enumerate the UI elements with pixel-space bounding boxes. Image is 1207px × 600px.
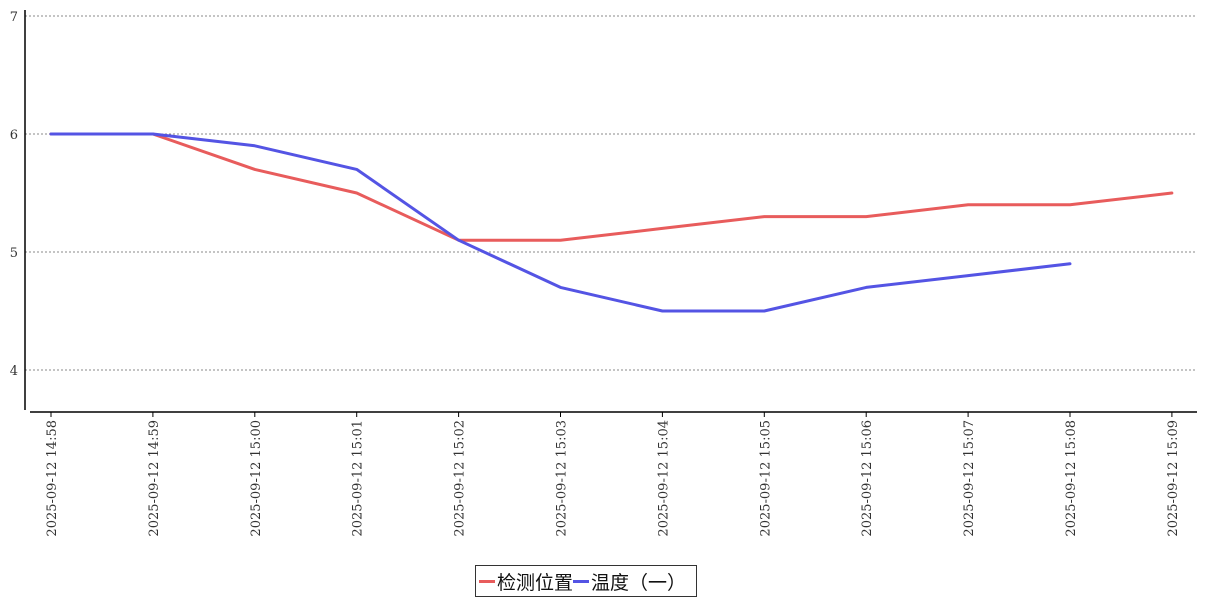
x-tick-labels: 2025-09-12 14:58 2025-09-12 14:59 2025-09-… bbox=[45, 412, 1181, 537]
legend-label-series-2: 温度（一） bbox=[591, 571, 687, 594]
x-tick-label: 2025-09-12 15:08 bbox=[1064, 420, 1079, 537]
x-tick-label: 2025-09-12 15:06 bbox=[860, 420, 875, 537]
legend-swatch-series-2 bbox=[573, 579, 590, 583]
gridlines bbox=[25, 15, 1197, 371]
series-lines bbox=[49, 132, 1174, 313]
x-tick-label: 2025-09-12 14:58 bbox=[45, 420, 60, 537]
x-tick-label: 2025-09-12 15:00 bbox=[249, 420, 264, 537]
legend-label-series-1: 检测位置 bbox=[497, 571, 574, 594]
x-tick-label: 2025-09-12 15:09 bbox=[1166, 420, 1181, 537]
y-tick-labels: 4 5 6 7 bbox=[10, 10, 18, 379]
legend-swatch-series-1 bbox=[479, 579, 495, 583]
x-tick-label: 2025-09-12 14:59 bbox=[147, 420, 162, 537]
x-tick-label: 2025-09-12 15:01 bbox=[351, 420, 366, 537]
series-line-1 bbox=[49, 132, 1174, 242]
legend-item-series-2[interactable]: 温度（一） bbox=[573, 568, 686, 595]
x-tick-label: 2025-09-12 15:03 bbox=[555, 420, 570, 537]
x-tick-label: 2025-09-12 15:05 bbox=[758, 420, 773, 537]
legend-item-series-1[interactable]: 检测位置 bbox=[479, 568, 573, 595]
x-tick-label: 2025-09-12 15:02 bbox=[453, 420, 468, 537]
x-tick-label: 2025-09-12 15:07 bbox=[962, 420, 977, 537]
y-tick-label: 4 bbox=[10, 364, 18, 379]
legend: 检测位置 温度（一） bbox=[475, 565, 698, 597]
y-tick-label: 6 bbox=[10, 128, 18, 143]
y-tick-label: 7 bbox=[10, 10, 18, 25]
y-tick-label: 5 bbox=[10, 246, 18, 261]
x-tick-label: 2025-09-12 15:04 bbox=[656, 420, 671, 537]
series-line-2 bbox=[49, 132, 1072, 313]
